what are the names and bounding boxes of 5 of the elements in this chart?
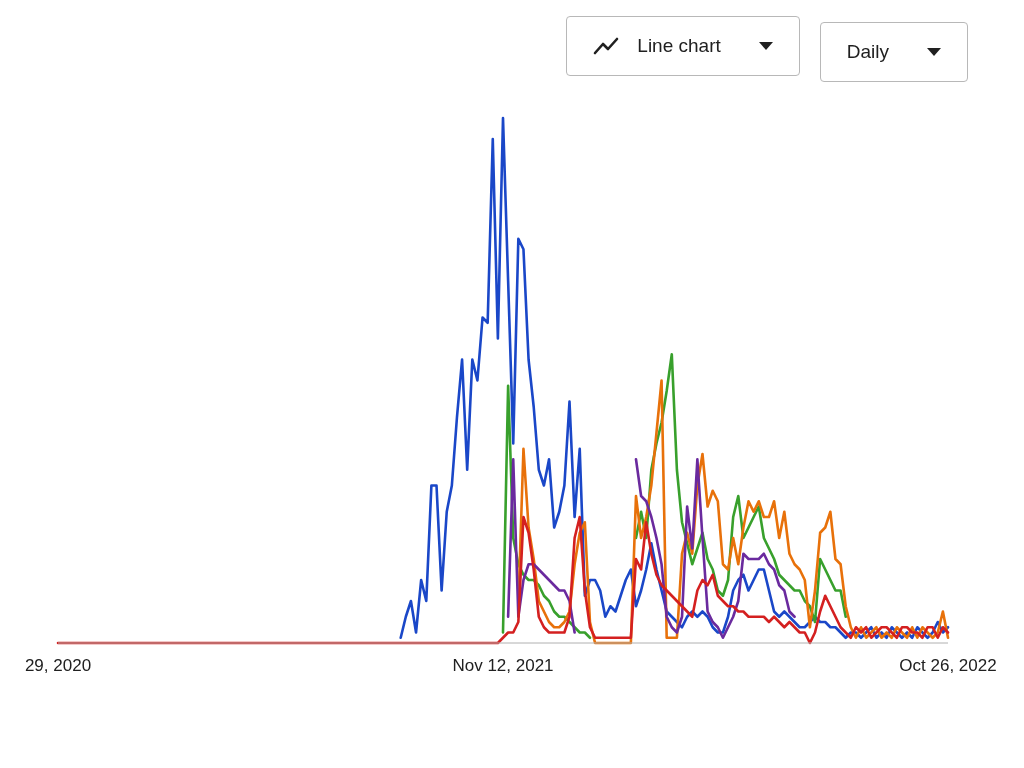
x-tick-label: 29, 2020 bbox=[24, 656, 92, 676]
x-tick-label: Oct 26, 2022 bbox=[899, 656, 997, 676]
dropdown: Line chart bbox=[566, 16, 800, 76]
x-tick-label: Nov 12, 2021 bbox=[452, 656, 554, 676]
dropdown: Daily bbox=[819, 22, 968, 82]
